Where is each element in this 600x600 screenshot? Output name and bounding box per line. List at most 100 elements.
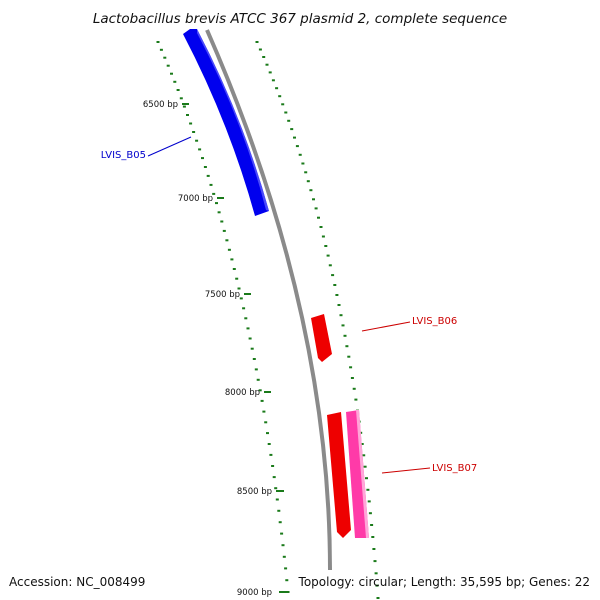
inner-ring-dot bbox=[209, 183, 213, 186]
inner-ring-dot bbox=[232, 268, 236, 270]
outer-ring-dot bbox=[258, 48, 262, 51]
tick-label: 8000 bp bbox=[225, 388, 260, 398]
inner-ring-dot bbox=[254, 368, 258, 371]
inner-ring-dot bbox=[189, 122, 193, 125]
outer-ring-dot bbox=[341, 324, 345, 327]
outer-ring-dot bbox=[319, 226, 323, 228]
inner-ring-dot bbox=[258, 389, 262, 392]
outer-dot-ring bbox=[255, 41, 380, 599]
outer-ring-dot bbox=[375, 584, 379, 587]
inner-ring-dot bbox=[284, 567, 288, 570]
gene-lvis-b07-pink-arrow[interactable] bbox=[346, 410, 369, 538]
gene-label-lvis-b05[interactable]: LVIS_B05 bbox=[101, 150, 146, 161]
inner-ring-dot bbox=[230, 258, 234, 261]
inner-ring-dot bbox=[271, 465, 275, 467]
outer-ring-dot bbox=[337, 304, 341, 306]
outer-ring-dot bbox=[366, 488, 370, 491]
gene-lvis-b05-arrow[interactable] bbox=[183, 29, 269, 216]
outer-ring-dot bbox=[335, 294, 339, 296]
map-title: Lactobacillus brevis ATCC 367 plasmid 2,… bbox=[93, 11, 507, 27]
inner-ring-dot bbox=[166, 64, 170, 67]
outer-ring-dot bbox=[362, 454, 366, 457]
outer-ring-dot bbox=[262, 56, 266, 58]
inner-ring-dot bbox=[252, 358, 256, 360]
inner-ring-dot bbox=[262, 410, 266, 413]
outer-ring-dot bbox=[370, 524, 374, 526]
outer-ring-dot bbox=[314, 207, 318, 210]
gene-lvis-b06[interactable] bbox=[311, 314, 332, 362]
outer-ring-dot bbox=[367, 500, 371, 503]
outer-ring-dot bbox=[352, 387, 356, 390]
inner-ring-dot bbox=[222, 229, 226, 232]
leader-line-lvis-b05 bbox=[147, 136, 192, 157]
outer-ring-dot bbox=[349, 366, 353, 369]
outer-ring-dot bbox=[312, 198, 315, 201]
outer-ring-dot bbox=[304, 171, 308, 174]
inner-ring-dot bbox=[275, 498, 279, 501]
outer-ring-dot bbox=[374, 572, 378, 575]
inner-ring-dot bbox=[186, 114, 189, 116]
gene-lvis-b07-red-arrow[interactable] bbox=[327, 412, 351, 538]
gene-label-lvis-b06[interactable]: LVIS_B06 bbox=[412, 316, 457, 327]
inner-ring-dot bbox=[212, 192, 216, 195]
inner-ring-dot bbox=[280, 532, 284, 535]
outer-ring-dot bbox=[281, 103, 285, 106]
inner-ring-dot bbox=[239, 297, 243, 300]
inner-ring-dot bbox=[206, 174, 210, 177]
inner-dot-ring bbox=[156, 41, 290, 593]
outer-ring-dot bbox=[309, 189, 313, 192]
gene-lvis-b07[interactable] bbox=[327, 410, 369, 538]
inner-ring-dot bbox=[220, 220, 224, 223]
gene-lvis-b07-pink-highlight bbox=[356, 410, 369, 538]
outer-ring-dot bbox=[301, 162, 305, 165]
gene-lvis-b05[interactable] bbox=[183, 29, 269, 216]
outer-ring-dot bbox=[293, 136, 296, 139]
gene-lvis-b05-highlight bbox=[197, 29, 269, 211]
leader-line-lvis-b06 bbox=[361, 321, 411, 332]
outer-ring-dot bbox=[306, 180, 310, 183]
inner-ring-dot bbox=[267, 443, 271, 445]
inner-ring-dot bbox=[266, 432, 269, 435]
accession-text: Accession: NC_008499 bbox=[9, 575, 145, 589]
inner-ring-dot bbox=[176, 89, 180, 91]
inner-ring-dot bbox=[203, 166, 207, 168]
inner-ring-dot bbox=[256, 378, 260, 381]
gene-label-lvis-b07[interactable]: LVIS_B07 bbox=[432, 463, 477, 474]
inner-ring-dot bbox=[235, 277, 239, 280]
inner-ring-dot bbox=[225, 239, 229, 242]
inner-ring-dot bbox=[173, 80, 177, 83]
outer-ring-dot bbox=[339, 314, 343, 317]
inner-ring-dot bbox=[285, 579, 289, 582]
scale-ticks: 6500 bp 7000 bp 7500 bp 8000 bp 8500 bp … bbox=[143, 100, 287, 598]
inner-ring-dot bbox=[274, 487, 278, 490]
outer-ring-dot bbox=[365, 477, 368, 480]
outer-ring-dot bbox=[368, 512, 372, 515]
summary-text: Topology: circular; Length: 35,595 bp; G… bbox=[298, 575, 590, 589]
gene-lvis-b06-arrow[interactable] bbox=[311, 314, 332, 362]
inner-ring-dot bbox=[248, 337, 252, 340]
outer-ring-dot bbox=[333, 284, 337, 286]
outer-ring-dot bbox=[255, 41, 259, 43]
outer-ring-dot bbox=[373, 560, 377, 563]
outer-ring-dot bbox=[326, 254, 330, 257]
inner-ring-dot bbox=[182, 105, 186, 108]
inner-ring-dot bbox=[286, 591, 290, 593]
outer-ring-dot bbox=[343, 334, 347, 337]
inner-ring-dot bbox=[264, 421, 268, 424]
inner-ring-dot bbox=[215, 202, 218, 205]
inner-ring-dot bbox=[198, 148, 202, 151]
outer-ring-dot bbox=[298, 153, 302, 156]
outer-ring-dot bbox=[347, 355, 351, 358]
gene-labels: LVIS_B05 LVIS_B06 LVIS_B07 bbox=[101, 136, 477, 474]
outer-ring-dot bbox=[331, 274, 335, 277]
inner-ring-dot bbox=[242, 307, 246, 310]
inner-ring-dot bbox=[170, 72, 173, 75]
inner-ring-dot bbox=[201, 157, 204, 160]
outer-ring-dot bbox=[371, 536, 375, 538]
inner-ring-dot bbox=[156, 41, 160, 43]
inner-ring-dot bbox=[246, 327, 250, 330]
inner-ring-dot bbox=[195, 139, 199, 142]
outer-ring-dot bbox=[268, 71, 272, 74]
inner-ring-dot bbox=[282, 555, 286, 558]
